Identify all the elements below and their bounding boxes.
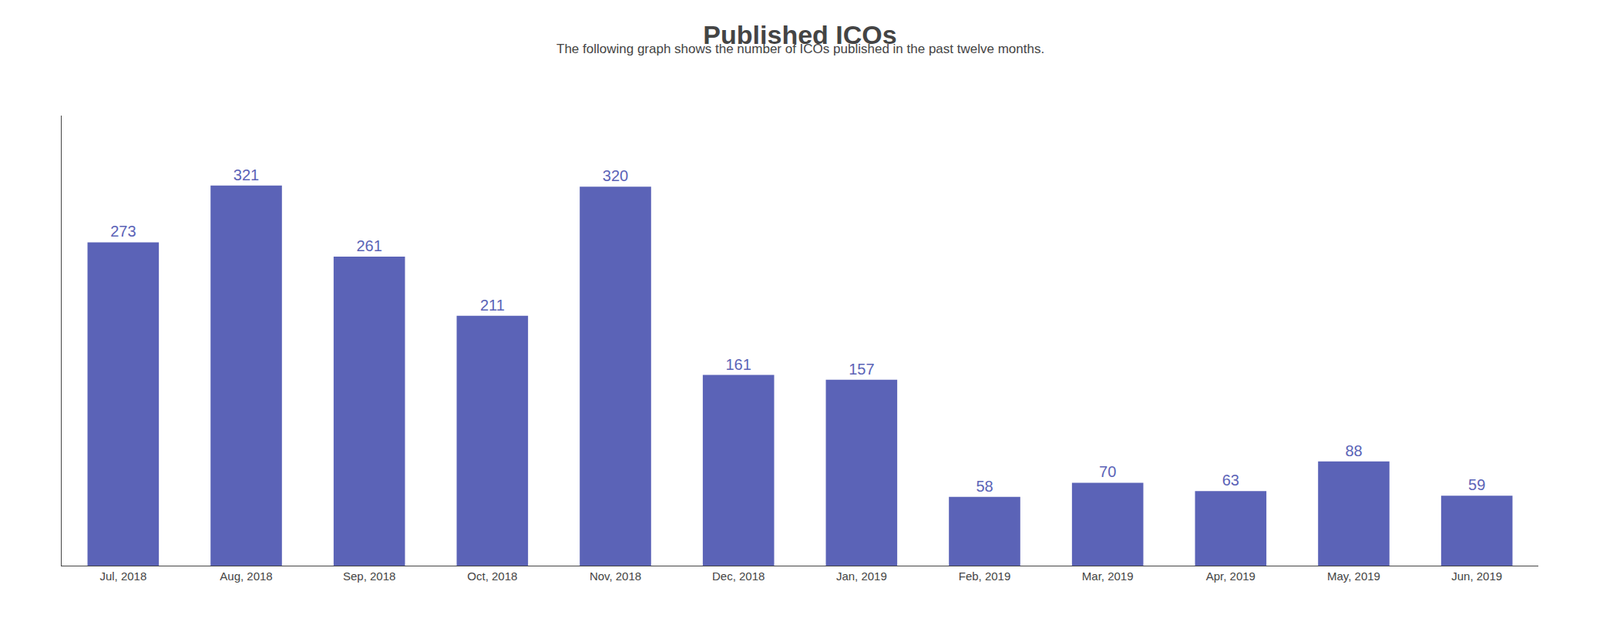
svg-text:211: 211 [480, 296, 505, 314]
svg-text:Dec, 2018: Dec, 2018 [712, 569, 765, 583]
svg-text:Jan, 2019: Jan, 2019 [836, 569, 888, 583]
svg-text:88: 88 [1344, 442, 1362, 460]
svg-text:Aug, 2018: Aug, 2018 [219, 569, 273, 583]
svg-text:May, 2019: May, 2019 [1327, 569, 1381, 583]
svg-text:273: 273 [110, 222, 136, 240]
svg-text:Sep, 2018: Sep, 2018 [342, 569, 396, 583]
svg-text:59: 59 [1468, 476, 1486, 494]
svg-text:Apr, 2019: Apr, 2019 [1206, 569, 1256, 583]
svg-text:63: 63 [1222, 471, 1240, 489]
svg-text:Mar, 2019: Mar, 2019 [1082, 569, 1134, 583]
svg-text:Feb, 2019: Feb, 2019 [958, 569, 1012, 583]
svg-text:261: 261 [356, 237, 382, 255]
svg-text:Published ICOs: Published ICOs [702, 20, 897, 50]
svg-text:Oct, 2018: Oct, 2018 [467, 569, 518, 583]
svg-text:The following graph shows the: The following graph shows the number of … [556, 41, 1045, 57]
svg-text:Nov, 2018: Nov, 2018 [589, 569, 642, 583]
svg-text:Jun, 2019: Jun, 2019 [1451, 569, 1503, 583]
svg-text:70: 70 [1099, 463, 1116, 481]
svg-text:161: 161 [725, 356, 751, 374]
svg-text:321: 321 [233, 166, 259, 184]
svg-text:Jul, 2018: Jul, 2018 [99, 569, 147, 583]
svg-text:157: 157 [848, 360, 874, 378]
svg-text:58: 58 [975, 477, 993, 495]
svg-text:320: 320 [602, 167, 629, 185]
